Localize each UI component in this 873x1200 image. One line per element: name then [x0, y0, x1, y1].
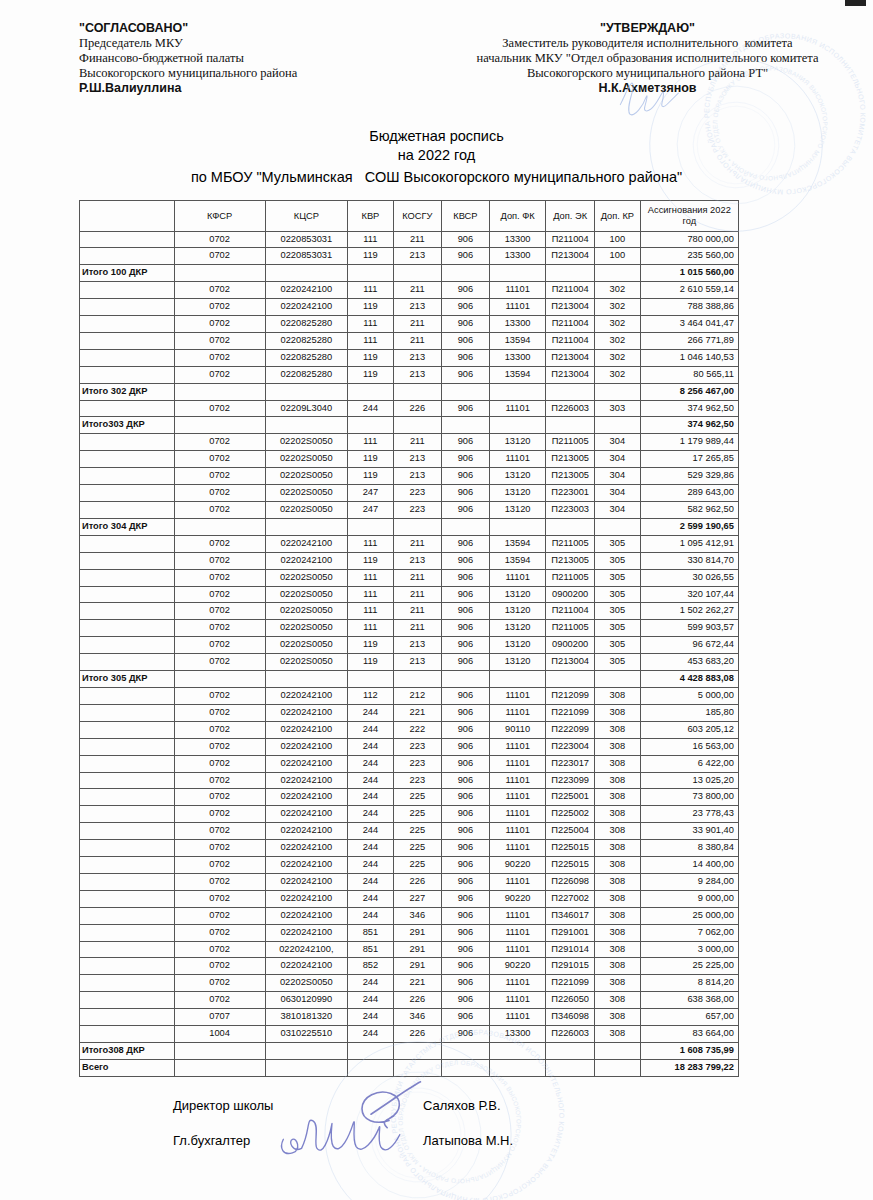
svg-text:МКУ ОТДЕЛ ОБРАЗОВАНИЯ ВЫСОКОГО: МКУ ОТДЕЛ ОБРАЗОВАНИЯ ВЫСОКОГОРСКОГО МУН… — [630, 35, 838, 204]
